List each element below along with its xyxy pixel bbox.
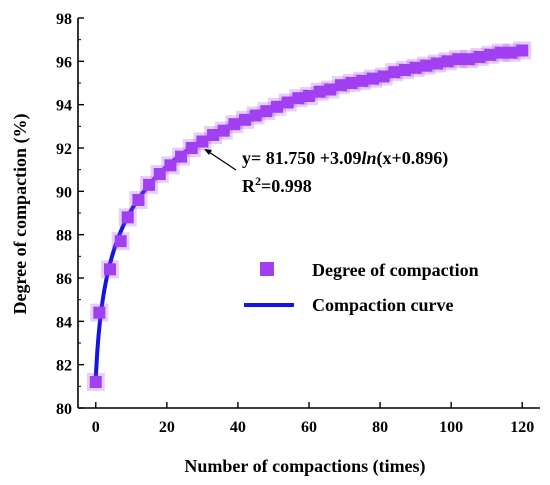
y-tick-label: 94 (56, 98, 72, 115)
data-point (398, 64, 411, 76)
data-point (409, 61, 422, 74)
x-tick-label: 40 (230, 419, 246, 436)
data-point (505, 46, 518, 59)
x-tick-label: 0 (92, 419, 100, 436)
r-squared: R2=0.998 (242, 174, 312, 196)
data-point (324, 83, 337, 96)
data-point (153, 168, 166, 180)
data-point (430, 57, 443, 70)
x-tick-label: 80 (372, 419, 388, 436)
data-point (185, 142, 198, 154)
data-point (494, 46, 507, 59)
data-point (484, 48, 497, 61)
x-tick-label: 120 (510, 419, 534, 436)
data-point (93, 306, 106, 319)
annotation-arrowhead (204, 149, 212, 155)
data-point (103, 263, 116, 276)
y-tick-label: 92 (56, 141, 72, 158)
y-tick-label: 86 (56, 271, 72, 288)
x-tick-label: 20 (159, 419, 175, 436)
tick-labels: 0 20 40 60 80 100 120 80 82 84 86 88 90 92 94 96 98 (56, 11, 534, 436)
y-tick-label: 98 (56, 11, 72, 28)
data-point (462, 53, 475, 66)
x-tick-label: 100 (439, 419, 463, 436)
y-tick-label: 84 (56, 314, 72, 331)
data-point (121, 211, 134, 224)
data-point (281, 96, 294, 109)
data-point (89, 376, 102, 388)
legend-marker-square (260, 262, 274, 276)
data-point (313, 85, 326, 98)
y-tick-label: 96 (56, 54, 72, 71)
data-point (366, 72, 379, 85)
axes (77, 17, 540, 409)
data-point (217, 124, 230, 137)
data-point (303, 90, 315, 102)
data-point (228, 118, 241, 131)
data-point (377, 70, 390, 83)
y-tick-label: 88 (56, 228, 72, 245)
data-point (452, 53, 465, 66)
x-tick-label: 60 (301, 419, 317, 436)
data-point (356, 74, 369, 87)
legend: Degree of compaction Compaction curve (244, 260, 479, 315)
y-tick-label: 82 (56, 358, 72, 375)
data-point (420, 59, 433, 72)
y-tick-label: 90 (56, 184, 72, 201)
data-point (271, 100, 284, 113)
data-point (207, 129, 220, 141)
data-point (345, 77, 358, 89)
data-point (114, 235, 127, 248)
data-point (388, 66, 401, 79)
data-point (260, 105, 273, 118)
data-point (334, 79, 347, 92)
annotation-arrow (205, 149, 237, 171)
data-point (516, 44, 529, 57)
legend-label-points: Degree of compaction (312, 260, 479, 280)
y-tick-label: 80 (56, 401, 72, 418)
y-axis-title: Degree of compaction (%) (10, 113, 31, 314)
data-point (164, 159, 177, 172)
equation-annotation: y= 81.750 +3.09ln(x+0.896) R2=0.998 (204, 148, 448, 196)
fit-equation: y= 81.750 +3.09ln(x+0.896) (242, 148, 448, 169)
data-point (143, 178, 156, 191)
legend-label-curve: Compaction curve (312, 295, 453, 315)
data-point (441, 55, 454, 68)
data-point (473, 51, 486, 63)
data-point (175, 150, 188, 163)
data-point (292, 92, 305, 105)
data-point (239, 113, 252, 126)
data-point (249, 109, 262, 122)
data-points-layer (86, 41, 532, 391)
x-axis-title: Number of compactions (times) (184, 456, 425, 477)
data-point (196, 135, 209, 148)
data-point (132, 194, 145, 206)
